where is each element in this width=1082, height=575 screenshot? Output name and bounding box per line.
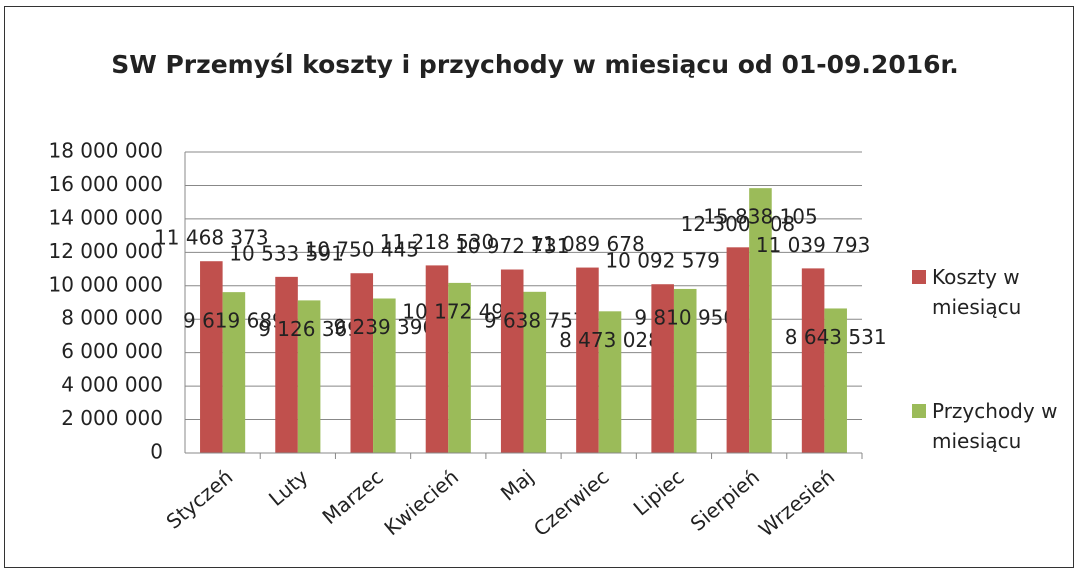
x-tick-label: Wrzesień <box>754 465 839 542</box>
y-tick-label: 2 000 000 <box>61 406 163 430</box>
bar <box>373 298 396 453</box>
bar <box>598 311 622 453</box>
x-tick-label: Marzec <box>318 465 388 529</box>
value-label: 9 126 369 <box>258 317 360 341</box>
x-tick-label: Styczeń <box>162 465 238 534</box>
x-tick-label: Czerwiec <box>529 465 614 541</box>
bar <box>801 268 825 453</box>
value-label: 15 838 105 <box>703 205 818 229</box>
bar <box>576 267 599 453</box>
y-tick-label: 6 000 000 <box>61 339 163 363</box>
bar <box>350 273 374 453</box>
x-tick-label: Kwiecień <box>380 465 464 541</box>
y-tick-label: 10 000 000 <box>48 272 163 296</box>
x-tick-label: Maj <box>496 465 538 506</box>
value-label: 9 638 757 <box>484 308 586 332</box>
bar <box>651 284 674 453</box>
bar <box>275 276 298 453</box>
legend-item: Koszty w miesiącu <box>912 262 1062 322</box>
value-label: 12 300 008 <box>681 212 796 236</box>
value-label: 11 218 530 <box>380 230 495 254</box>
y-tick-label: 16 000 000 <box>48 172 163 196</box>
y-tick-label: 12 000 000 <box>48 239 163 263</box>
y-tick-label: 8 000 000 <box>61 306 163 330</box>
chart-title: SW Przemyśl koszty i przychody w miesiąc… <box>111 50 959 79</box>
bar <box>200 261 223 453</box>
bar <box>726 247 750 453</box>
y-tick-label: 14 000 000 <box>48 205 163 229</box>
bar <box>673 288 697 453</box>
y-tick-label: 0 <box>150 440 163 464</box>
bar <box>448 282 471 453</box>
legend-item: Przychody w miesiącu <box>912 396 1062 456</box>
bar <box>749 188 772 454</box>
y-tick-label: 18 000 000 <box>48 139 163 163</box>
bar <box>824 308 847 453</box>
chart-frame <box>4 6 1074 568</box>
legend-swatch <box>912 404 926 418</box>
value-label: 11 039 793 <box>756 233 871 257</box>
value-label: 11 468 373 <box>154 226 269 250</box>
value-label: 11 089 678 <box>530 232 645 256</box>
x-tick-label: Lipiec <box>629 465 689 521</box>
value-label: 10 750 445 <box>305 238 420 262</box>
legend-label: Koszty w miesiącu <box>932 265 1022 319</box>
value-label: 8 473 028 <box>559 328 661 352</box>
x-tick-label: Sierpień <box>686 465 764 536</box>
value-label: 10 172 491 <box>402 299 517 323</box>
value-label: 9 239 396 <box>333 315 435 339</box>
x-tick-label: Luty <box>264 465 313 511</box>
y-tick-label: 4 000 000 <box>61 373 163 397</box>
value-label: 9 619 689 <box>183 309 285 333</box>
bar <box>523 291 547 453</box>
bar <box>297 300 321 453</box>
legend-swatch <box>912 270 926 284</box>
bar <box>425 265 449 453</box>
value-label: 10 092 579 <box>605 249 720 273</box>
legend-label: Przychody w miesiącu <box>932 399 1058 453</box>
bar <box>222 292 246 453</box>
value-label: 9 810 950 <box>634 305 736 329</box>
value-label: 8 643 531 <box>785 325 887 349</box>
value-label: 10 533 591 <box>229 241 344 265</box>
value-label: 10 972 731 <box>455 234 570 258</box>
bar <box>500 269 524 453</box>
